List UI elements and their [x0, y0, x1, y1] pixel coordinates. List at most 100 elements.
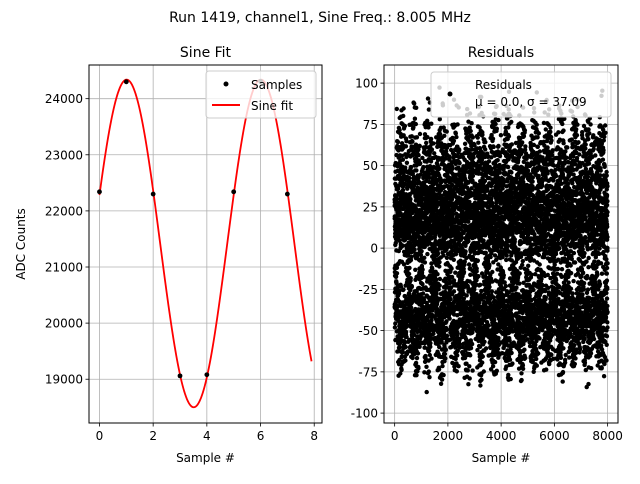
- residual-point: [506, 373, 510, 377]
- residual-point: [413, 268, 417, 272]
- residual-point: [522, 348, 526, 352]
- residual-point: [496, 158, 500, 162]
- residual-point: [421, 165, 425, 169]
- residual-point: [429, 122, 433, 126]
- residual-point: [454, 135, 458, 139]
- residual-point: [437, 260, 441, 264]
- residual-point: [450, 165, 454, 169]
- residual-point: [466, 368, 470, 372]
- residual-point: [415, 356, 419, 360]
- residual-point: [414, 122, 418, 126]
- residual-point: [509, 170, 513, 174]
- residual-point: [479, 378, 483, 382]
- residual-point: [404, 345, 408, 349]
- residual-point: [455, 369, 459, 373]
- residual-point: [425, 390, 429, 394]
- residual-point: [421, 291, 425, 295]
- residual-point: [409, 305, 413, 309]
- residual-point: [469, 129, 473, 133]
- sine-fit-y-tick-label: 19000: [45, 373, 83, 387]
- residual-point: [476, 274, 480, 278]
- residual-point: [492, 145, 496, 149]
- residual-point: [470, 342, 474, 346]
- residual-point: [427, 349, 431, 353]
- residual-point: [519, 378, 523, 382]
- residual-point: [467, 262, 471, 266]
- sine-fit-x-tick-label: 0: [96, 429, 104, 443]
- residual-point: [404, 144, 408, 148]
- residual-point: [409, 276, 413, 280]
- residual-point: [443, 356, 447, 360]
- figure-suptitle: Run 1419, channel1, Sine Freq.: 8.005 MH…: [169, 10, 471, 26]
- residual-point: [521, 259, 525, 263]
- residual-point: [413, 117, 417, 121]
- residual-point: [466, 382, 470, 386]
- residual-point: [496, 336, 500, 340]
- residual-point: [414, 373, 418, 377]
- residual-point: [422, 256, 426, 260]
- sample-point: [204, 372, 209, 377]
- residual-point: [438, 277, 442, 281]
- residual-point: [440, 377, 444, 381]
- residual-point: [514, 285, 518, 289]
- residual-point: [509, 377, 513, 381]
- residual-point: [457, 161, 461, 165]
- residual-point: [447, 316, 451, 320]
- residual-point: [499, 133, 503, 137]
- residual-point: [471, 135, 475, 139]
- residual-point: [418, 132, 422, 136]
- residual-point: [407, 176, 411, 180]
- residual-point: [456, 364, 460, 368]
- sine-fit-y-tick-label: 21000: [45, 261, 83, 275]
- residual-point: [437, 367, 441, 371]
- residual-point: [416, 366, 420, 370]
- residual-point: [438, 283, 442, 287]
- residual-point: [495, 127, 499, 131]
- residual-point: [457, 148, 461, 152]
- residual-point: [487, 323, 491, 327]
- sample-point: [285, 192, 290, 197]
- residual-point: [483, 140, 487, 144]
- residual-point: [455, 122, 459, 126]
- residual-point: [469, 346, 473, 350]
- residual-point: [487, 285, 491, 289]
- residual-point: [424, 141, 428, 145]
- residual-point: [399, 368, 403, 372]
- residual-point: [434, 292, 438, 296]
- sine-fit-grid: [89, 65, 322, 423]
- residual-point: [427, 369, 431, 373]
- residual-point: [476, 258, 480, 262]
- residual-point: [431, 141, 435, 145]
- residual-point: [410, 356, 414, 360]
- residual-point: [432, 151, 436, 155]
- residual-point: [405, 161, 409, 165]
- residual-point: [483, 147, 487, 151]
- residual-point: [513, 237, 517, 241]
- residual-point: [403, 358, 407, 362]
- residual-point: [401, 106, 405, 110]
- residual-point: [493, 122, 497, 126]
- residual-point: [495, 369, 499, 373]
- sine-fit-xlabel: Sample #: [176, 451, 235, 465]
- residual-point: [484, 346, 488, 350]
- residual-point: [503, 280, 507, 284]
- residual-point: [462, 270, 466, 274]
- residual-point: [438, 117, 442, 121]
- legend-samples-label: Samples: [251, 78, 302, 92]
- residual-point: [425, 252, 429, 256]
- residual-point: [448, 297, 452, 301]
- residual-point: [493, 360, 497, 364]
- residual-point: [429, 356, 433, 360]
- residual-point: [401, 287, 405, 291]
- residual-point: [516, 248, 520, 252]
- residual-point: [407, 272, 411, 276]
- residual-point: [443, 352, 447, 356]
- residual-point: [466, 239, 470, 243]
- residual-point: [482, 369, 486, 373]
- residual-point: [452, 139, 456, 143]
- residual-point: [407, 266, 411, 270]
- residual-point: [467, 364, 471, 368]
- residual-point: [520, 263, 524, 267]
